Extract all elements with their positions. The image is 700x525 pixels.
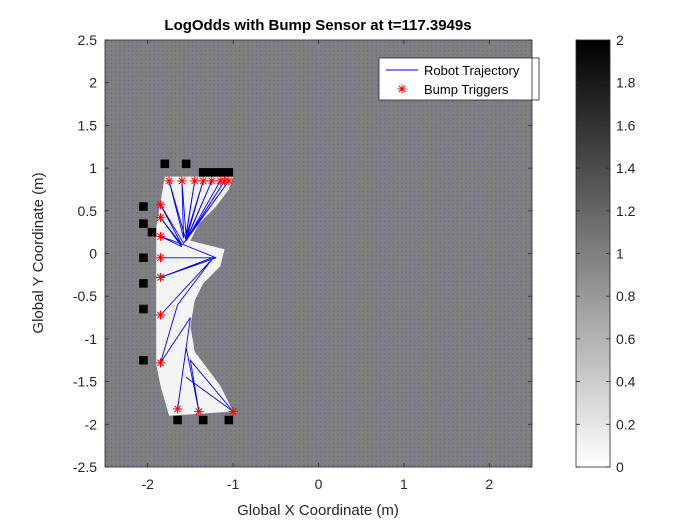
colorbar-tick-label: 0.2: [616, 416, 636, 432]
x-tick-label: 2: [485, 476, 493, 492]
x-axis: -2 -1 0 1 2: [141, 40, 493, 492]
asterisk-stroke: [191, 177, 199, 185]
colorbar-tick-label: 1.2: [616, 203, 636, 219]
occupied-cell: [139, 253, 148, 263]
bump-trigger-marker: [156, 253, 166, 263]
bump-trigger-marker: [224, 176, 234, 186]
bump-trigger-marker: [194, 406, 204, 416]
bump-trigger-marker: [156, 200, 166, 210]
asterisk-stroke: [157, 273, 165, 281]
bump-triggers-series: [156, 176, 238, 416]
bump-trigger-marker: [228, 406, 238, 416]
occupied-cell: [173, 415, 182, 425]
colorbar-tick-label: 1: [616, 246, 624, 262]
occupied-cell: [181, 159, 191, 169]
plot-area: [105, 40, 532, 467]
occupied-cell: [198, 168, 208, 177]
asterisk-stroke: [165, 177, 173, 185]
y-tick-label: 1.5: [78, 117, 98, 133]
occupied-cell: [216, 168, 225, 177]
y-tick-label: -1.5: [73, 374, 97, 390]
bump-trigger-marker: [156, 310, 166, 320]
occupied-cell: [224, 168, 234, 177]
asterisk-stroke: [229, 407, 237, 415]
colorbar-tick-label: 0: [616, 459, 624, 475]
colorbar-gradient: [575, 39, 611, 468]
x-tick-label: 0: [315, 476, 323, 492]
y-axis-label: Global Y Coordinate (m): [30, 172, 47, 333]
occupied-cell: [139, 355, 148, 365]
occupied-cell: [224, 415, 234, 425]
asterisk-stroke: [157, 254, 165, 262]
asterisk-stroke: [199, 177, 207, 185]
colorbar-tick-label: 1.6: [616, 117, 636, 133]
y-axis: -2.5 -2 -1.5 -1 -0.5 0 0.5 1 1.5 2 2.5: [73, 32, 532, 475]
x-tick-label: -2: [141, 476, 154, 492]
asterisk-stroke: [157, 214, 165, 222]
x-tick-label: -1: [227, 476, 240, 492]
y-tick-label: 0.5: [78, 203, 98, 219]
occupied-cell: [160, 159, 170, 169]
x-tick-label: 1: [400, 476, 408, 492]
asterisk-stroke: [398, 85, 406, 93]
bump-trigger-marker: [156, 213, 166, 223]
asterisk-stroke: [157, 232, 165, 240]
occupied-cell: [139, 279, 148, 288]
legend: Robot Trajectory Bump Triggers: [378, 57, 540, 101]
occupied-cell: [139, 219, 148, 228]
legend-asterisk: [397, 84, 407, 94]
bump-trigger-marker: [177, 176, 187, 186]
colorbar-tick-label: 0.8: [616, 288, 636, 304]
axes-box: [104, 39, 533, 468]
colorbar: 0 0.2 0.4 0.6 0.8 1 1.2 1.4 1.6 1.8 2: [575, 32, 636, 475]
y-tick-label: 0: [89, 246, 97, 262]
asterisk-stroke: [208, 177, 216, 185]
y-tick-label: -2.5: [73, 459, 97, 475]
occupied-cell: [207, 168, 217, 177]
bump-trigger-marker: [156, 272, 166, 282]
legend-asterisk-swatch: [397, 84, 407, 94]
asterisk-stroke: [157, 311, 165, 319]
y-tick-label: -2: [85, 416, 98, 432]
y-tick-label: 2: [89, 75, 97, 91]
asterisk-stroke: [195, 407, 203, 415]
bump-trigger-marker: [190, 176, 200, 186]
bump-trigger-marker: [198, 176, 208, 186]
occupied-cell: [139, 304, 148, 314]
y-tick-label: 1: [89, 160, 97, 176]
colorbar-ticks: 0 0.2 0.4 0.6 0.8 1 1.2 1.4 1.6 1.8 2: [576, 32, 636, 475]
occupied-cell: [147, 227, 157, 237]
legend-label-bumps: Bump Triggers: [424, 82, 509, 97]
bump-trigger-marker: [173, 404, 183, 414]
chart-title: LogOdds with Bump Sensor at t=117.3949s: [164, 17, 471, 34]
occupied-cell: [139, 202, 148, 211]
asterisk-stroke: [157, 201, 165, 209]
asterisk-stroke: [225, 177, 233, 185]
bump-trigger-marker: [156, 358, 166, 368]
bump-trigger-marker: [164, 176, 174, 186]
colorbar-tick-label: 0.4: [616, 374, 636, 390]
colorbar-tick-label: 0.6: [616, 331, 636, 347]
bump-trigger-marker: [207, 176, 217, 186]
asterisk-stroke: [178, 177, 186, 185]
bump-trigger-marker: [156, 231, 166, 241]
legend-label-trajectory: Robot Trajectory: [424, 63, 520, 78]
colorbar-tick-label: 1.8: [616, 75, 636, 91]
y-tick-label: 2.5: [78, 32, 98, 48]
legend-box: [378, 57, 540, 101]
asterisk-stroke: [157, 359, 165, 367]
asterisk-stroke: [174, 405, 182, 413]
occupied-cell: [198, 415, 208, 425]
colorbar-tick-label: 1.4: [616, 160, 636, 176]
x-axis-label: Global X Coordinate (m): [237, 502, 399, 519]
y-tick-label: -0.5: [73, 288, 97, 304]
y-tick-label: -1: [85, 331, 98, 347]
colorbar-tick-label: 2: [616, 32, 624, 48]
